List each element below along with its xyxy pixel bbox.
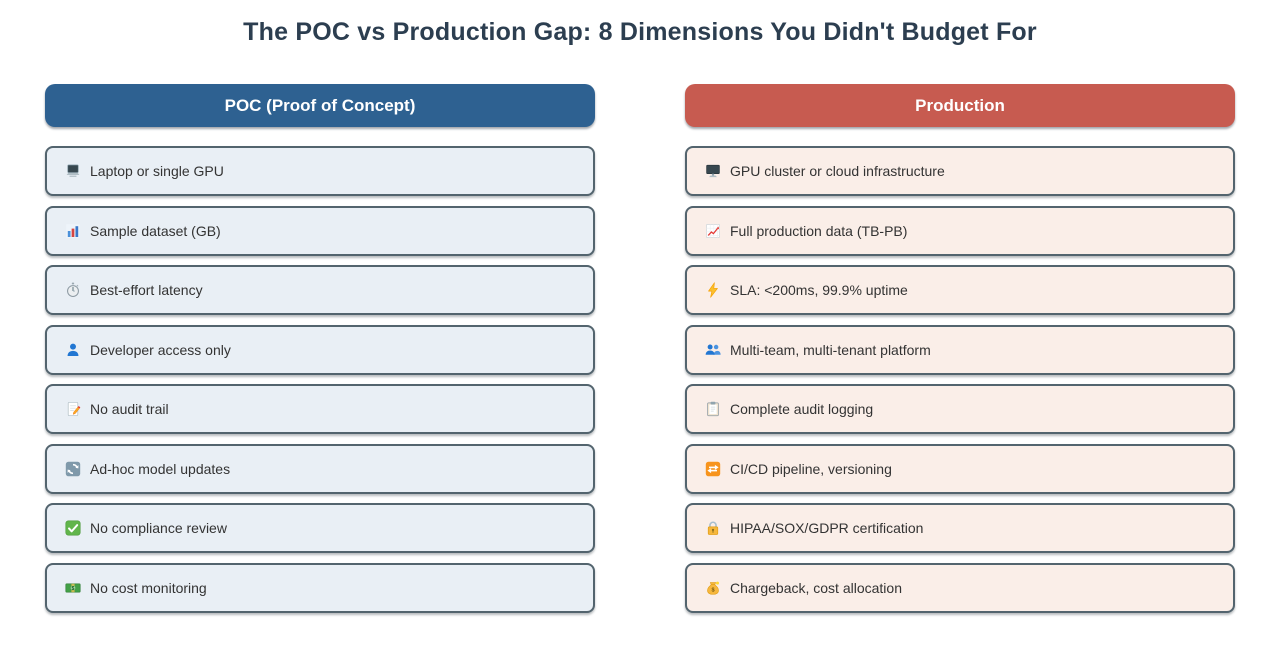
row-label: SLA: <200ms, 99.9% uptime — [730, 282, 908, 298]
person-icon — [65, 341, 81, 358]
row-label: GPU cluster or cloud infrastructure — [730, 163, 945, 179]
prod-row-hardware: GPU cluster or cloud infrastructure — [685, 146, 1235, 196]
poc-row-hardware: Laptop or single GPU — [45, 146, 595, 196]
row-label: Ad-hoc model updates — [90, 460, 231, 477]
row-label: No cost monitoring — [90, 579, 207, 596]
poc-row-access: Developer access only — [45, 324, 595, 375]
laptop-icon — [65, 163, 81, 180]
row-label: HIPAA/SOX/GDPR certification — [730, 520, 924, 536]
production-column: Production GPU cluster or cloud infrastr… — [685, 84, 1235, 613]
poc-column-header: POC (Proof of Concept) — [45, 84, 595, 127]
banknote-icon: $ — [65, 579, 81, 596]
prod-row-data: Full production data (TB-PB) — [685, 205, 1235, 256]
check-icon — [65, 520, 81, 537]
moneybag-icon: $ — [705, 579, 721, 596]
desktop-icon — [705, 163, 721, 180]
svg-text:$: $ — [711, 587, 715, 593]
poc-row-audit: No audit trail — [45, 384, 595, 434]
prod-row-access: Multi-team, multi-tenant platform — [685, 324, 1235, 375]
poc-row-latency: Best-effort latency — [45, 265, 595, 315]
prod-row-compliance: HIPAA/SOX/GDPR certification — [685, 503, 1235, 553]
poc-row-compliance: No compliance review — [45, 503, 595, 553]
poc-rows: Laptop or single GPU Sample dataset (GB)… — [45, 146, 595, 613]
stopwatch-icon — [65, 282, 81, 299]
people-icon — [705, 341, 721, 358]
row-label: CI/CD pipeline, versioning — [730, 460, 892, 477]
memo-icon — [65, 401, 81, 418]
row-label: Laptop or single GPU — [90, 163, 224, 179]
lock-icon — [705, 520, 721, 537]
row-label: Developer access only — [90, 341, 231, 358]
prod-row-audit: Complete audit logging — [685, 384, 1235, 434]
row-label: Full production data (TB-PB) — [730, 222, 908, 239]
chart-up-icon — [705, 222, 721, 239]
production-column-header: Production — [685, 84, 1235, 127]
row-label: Sample dataset (GB) — [90, 222, 221, 239]
lightning-icon — [705, 282, 721, 299]
poc-column: POC (Proof of Concept) Laptop or single … — [45, 84, 595, 613]
production-rows: GPU cluster or cloud infrastructure Full… — [685, 146, 1235, 613]
row-label: No compliance review — [90, 520, 227, 536]
columns-container: POC (Proof of Concept) Laptop or single … — [0, 84, 1280, 613]
bar-chart-icon — [65, 222, 81, 239]
row-label: Complete audit logging — [730, 401, 874, 417]
prod-row-cost: $ Chargeback, cost allocation — [685, 562, 1235, 613]
refresh-icon — [65, 460, 81, 477]
svg-text:$: $ — [72, 585, 75, 591]
row-label: Multi-team, multi-tenant platform — [730, 341, 931, 358]
prod-row-latency: SLA: <200ms, 99.9% uptime — [685, 265, 1235, 315]
row-label: Chargeback, cost allocation — [730, 579, 902, 596]
repeat-icon — [705, 460, 721, 477]
prod-row-updates: CI/CD pipeline, versioning — [685, 443, 1235, 494]
row-label: Best-effort latency — [90, 282, 203, 298]
poc-row-data: Sample dataset (GB) — [45, 205, 595, 256]
poc-row-updates: Ad-hoc model updates — [45, 443, 595, 494]
row-label: No audit trail — [90, 401, 169, 417]
comparison-infographic: The POC vs Production Gap: 8 Dimensions … — [0, 17, 1280, 648]
page-title: The POC vs Production Gap: 8 Dimensions … — [243, 18, 1037, 46]
clipboard-icon — [705, 401, 721, 418]
poc-row-cost: $ No cost monitoring — [45, 562, 595, 613]
